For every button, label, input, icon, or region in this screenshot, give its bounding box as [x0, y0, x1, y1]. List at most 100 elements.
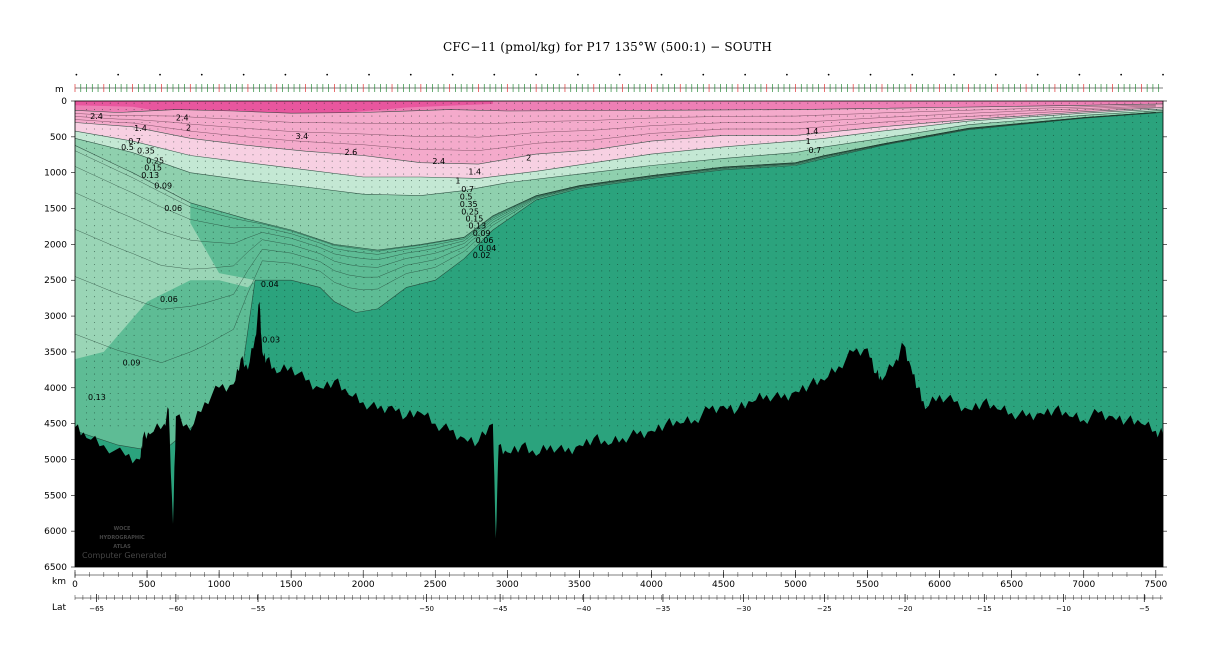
sample-dot [173, 296, 175, 298]
sample-dot [355, 283, 357, 285]
sample-dot [196, 102, 199, 104]
sample-dot [593, 180, 595, 182]
sample-dot [323, 289, 325, 291]
sample-dot [85, 263, 88, 266]
sample-dot [133, 392, 135, 395]
sample-dot [363, 354, 365, 356]
sample-dot [712, 315, 714, 317]
sample-dot [632, 399, 634, 401]
sample-dot [696, 218, 698, 220]
sample-dot [173, 354, 175, 356]
sample-dot [355, 225, 357, 227]
sample-dot [823, 373, 825, 375]
sample-dot [395, 212, 397, 214]
sample-dot [125, 199, 127, 201]
sample-dot [466, 212, 468, 214]
sample-dot [93, 109, 96, 111]
sample-dot [791, 283, 793, 285]
sample-dot [434, 257, 436, 259]
sample-dot [656, 315, 658, 317]
sample-dot [775, 115, 777, 117]
sample-dot [284, 270, 286, 272]
sample-dot [141, 270, 143, 272]
sample-dot [807, 121, 809, 124]
sample-dot [395, 380, 397, 382]
sample-dot [141, 418, 143, 420]
contour-line [75, 112, 1156, 310]
sample-dot [466, 386, 468, 388]
sample-dot [482, 347, 484, 349]
sample-dot [395, 405, 397, 407]
sample-dot [181, 128, 183, 130]
sample-dot [387, 354, 389, 356]
sample-dot [720, 231, 722, 233]
sample-dot [141, 399, 143, 401]
sample-dot [133, 289, 135, 291]
sample-dot [450, 425, 452, 427]
sample-dot [521, 121, 523, 124]
sample-dot [85, 315, 88, 317]
sample-dot [601, 121, 603, 124]
sample-dot [133, 231, 135, 233]
sample-dot [133, 167, 135, 169]
sample-dot [545, 225, 547, 227]
sample-dot [831, 141, 833, 143]
sample-dot [426, 347, 428, 349]
sample-dot [149, 109, 151, 111]
sample-dot [339, 128, 341, 130]
sample-dot [735, 405, 737, 407]
sample-dot [482, 412, 484, 414]
sample-dot [680, 289, 682, 291]
sample-dot [474, 147, 476, 149]
sample-dot [387, 212, 389, 214]
sample-dot [727, 315, 730, 317]
sample-dot [109, 109, 111, 111]
sample-dot [196, 399, 199, 401]
sample-dot [751, 109, 753, 111]
sample-dot [426, 147, 428, 149]
sample-dot [617, 360, 619, 362]
sample-dot [624, 276, 627, 278]
sample-dot [791, 341, 793, 343]
sample-dot [173, 309, 175, 311]
sample-dot [181, 205, 183, 207]
sample-dot [125, 218, 127, 220]
sample-dot [735, 244, 737, 246]
sample-dot [418, 386, 420, 388]
sample-dot [640, 328, 642, 330]
sample-dot [561, 380, 563, 382]
sample-dot [284, 283, 286, 285]
sample-dot [521, 418, 523, 420]
sample-dot [521, 425, 523, 427]
sample-dot [434, 321, 436, 324]
sample-dot [506, 405, 508, 407]
sample-dot [498, 360, 500, 362]
sample-dot [173, 154, 175, 156]
sample-dot [363, 199, 365, 201]
sample-dot [165, 109, 167, 111]
sample-dot [609, 147, 611, 149]
sample-dot [442, 238, 444, 240]
sample-dot [355, 315, 357, 317]
sample-dot [751, 115, 753, 117]
sample-dot [157, 334, 159, 336]
sample-dot [846, 334, 848, 336]
sample-dot [807, 173, 809, 175]
sample-dot [506, 296, 508, 298]
sample-dot [323, 154, 325, 156]
sample-dot [347, 128, 349, 130]
sample-dot [720, 102, 722, 104]
sample-dot [529, 180, 531, 182]
sample-dot [157, 386, 159, 388]
sample-dot [767, 134, 769, 136]
sample-dot [379, 392, 381, 395]
sample-dot [442, 128, 444, 130]
sample-dot [846, 276, 848, 278]
sample-dot [767, 289, 769, 291]
sample-dot [823, 141, 825, 143]
sample-dot [474, 276, 476, 278]
sample-dot [403, 380, 405, 382]
sample-dot [545, 405, 547, 407]
sample-dot [181, 276, 183, 278]
sample-dot [173, 199, 175, 201]
